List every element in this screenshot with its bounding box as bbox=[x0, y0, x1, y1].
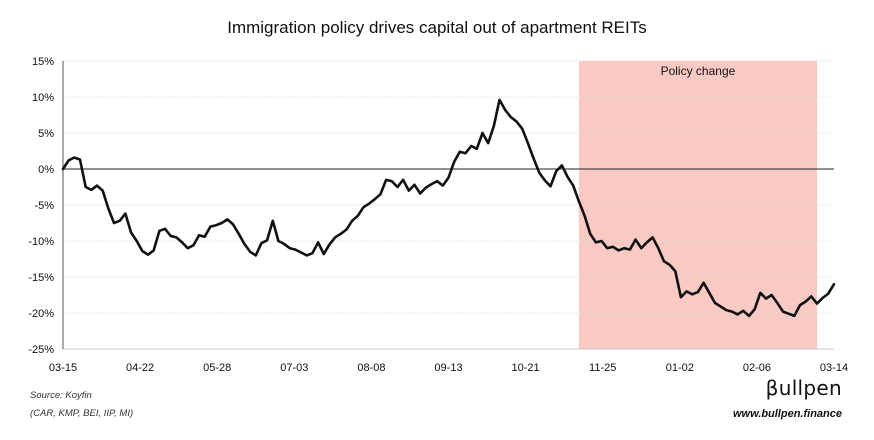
ticker-list: (CAR, KMP, BEI, IIP, MI) bbox=[30, 408, 134, 419]
x-tick-label: 03-14 bbox=[820, 362, 848, 374]
x-tick-label: 02-06 bbox=[743, 362, 771, 374]
policy-change-label: Policy change bbox=[661, 64, 736, 78]
x-tick-label: 11-25 bbox=[589, 362, 616, 374]
y-tick-label: -25% bbox=[28, 344, 54, 356]
source-text: Source: Koyfin bbox=[30, 390, 92, 401]
chart-title: Immigration policy drives capital out of… bbox=[227, 18, 647, 37]
y-tick-label: -10% bbox=[28, 236, 54, 248]
y-tick-label: 15% bbox=[32, 56, 54, 68]
x-tick-label: 03-15 bbox=[49, 362, 77, 374]
series-line bbox=[61, 98, 836, 318]
x-tick-label: 01-02 bbox=[666, 362, 694, 374]
x-tick-label: 04-22 bbox=[126, 362, 154, 374]
x-tick-label: 08-08 bbox=[357, 362, 385, 374]
y-tick-label: 10% bbox=[32, 92, 54, 104]
x-tick-label: 10-21 bbox=[512, 362, 540, 374]
x-tick-label: 07-03 bbox=[280, 362, 308, 374]
y-tick-label: -5% bbox=[34, 200, 54, 212]
brand-block: βullpen www.bullpen.finance bbox=[733, 376, 842, 422]
y-tick-label: -15% bbox=[28, 272, 54, 284]
x-tick-label: 09-13 bbox=[434, 362, 462, 374]
bullpen-logo: βullpen bbox=[765, 376, 842, 400]
y-tick-label: 5% bbox=[38, 128, 54, 140]
y-tick-label: 0% bbox=[38, 164, 54, 176]
brand-url: www.bullpen.finance bbox=[733, 408, 842, 420]
x-tick-label: 05-28 bbox=[203, 362, 231, 374]
y-tick-label: -20% bbox=[28, 308, 54, 320]
source-note: Source: Koyfin (CAR, KMP, BEI, IIP, MI) bbox=[30, 387, 133, 423]
